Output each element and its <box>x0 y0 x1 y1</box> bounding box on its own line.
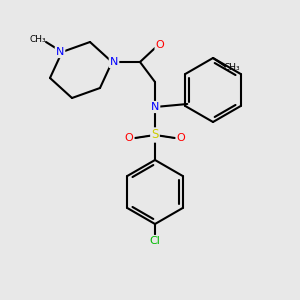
Text: CH₃: CH₃ <box>30 35 46 44</box>
Text: N: N <box>151 102 159 112</box>
Text: S: S <box>151 128 159 142</box>
Text: O: O <box>156 40 164 50</box>
Text: N: N <box>110 57 118 67</box>
Text: Cl: Cl <box>150 236 160 246</box>
Text: CH₃: CH₃ <box>224 64 240 73</box>
Text: O: O <box>124 133 134 143</box>
Text: O: O <box>177 133 185 143</box>
Text: N: N <box>56 47 64 57</box>
